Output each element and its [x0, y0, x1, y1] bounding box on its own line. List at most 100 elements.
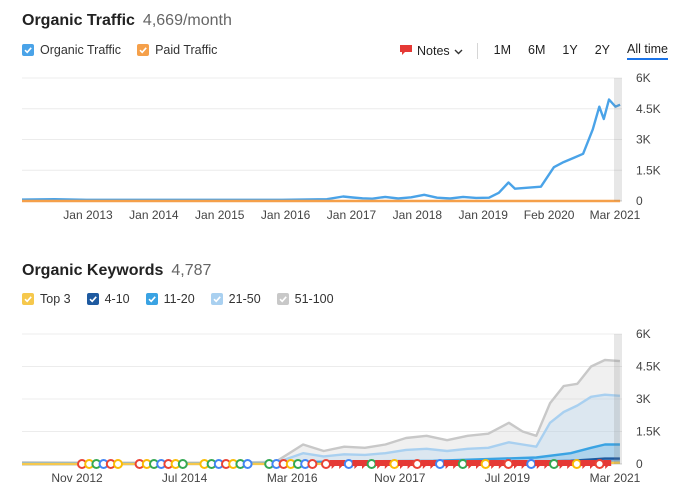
x-tick-label: Jul 2014	[162, 471, 208, 485]
11-20-checkbox[interactable]	[145, 293, 158, 305]
organic-keywords-title: Organic Keywords 4,787	[22, 262, 211, 280]
google-update-marker	[549, 459, 559, 469]
note-marker	[466, 460, 475, 469]
notes-dropdown[interactable]: Notes	[399, 44, 463, 59]
legend-4-10[interactable]: 4-10	[86, 292, 130, 306]
x-tick-label: Jan 2014	[129, 208, 179, 222]
google-update-marker	[457, 459, 468, 469]
legend-organic-traffic[interactable]: Organic Traffic	[22, 43, 121, 57]
note-marker	[534, 460, 543, 469]
y-tick-label: 1.5K	[636, 163, 661, 177]
51-100-checkbox[interactable]	[276, 293, 289, 305]
21-50-checkbox[interactable]	[210, 293, 223, 305]
x-tick-label: Jan 2017	[327, 208, 377, 222]
y-tick-label: 4.5K	[636, 102, 661, 116]
google-update-marker	[113, 459, 123, 469]
x-tick-label: Jan 2016	[261, 208, 311, 222]
current-period-band	[614, 334, 622, 464]
11-20-label: 11-20	[163, 292, 195, 306]
y-tick-label: 0	[636, 457, 643, 471]
y-tick-label: 1.5K	[636, 425, 661, 439]
google-update-marker	[412, 459, 423, 469]
note-marker	[489, 460, 498, 469]
note-marker	[420, 460, 429, 469]
x-tick-label: Mar 2016	[267, 471, 318, 485]
note-marker	[329, 460, 338, 469]
google-update-marker	[526, 459, 537, 469]
note-marker	[443, 460, 452, 469]
google-update-marker	[366, 459, 377, 469]
x-tick-label: Nov 2012	[51, 471, 103, 485]
organic-traffic-title-text: Organic Traffic	[22, 12, 135, 29]
range-2y[interactable]: 2Y	[594, 43, 611, 57]
traffic-legend: Organic Traffic Paid Traffic	[22, 43, 217, 57]
note-marker	[405, 460, 414, 469]
y-tick-label: 3K	[636, 133, 651, 147]
y-tick-label: 4.5K	[636, 360, 661, 374]
google-update-marker	[177, 459, 188, 469]
series-area	[22, 394, 620, 464]
x-tick-label: Feb 2020	[524, 208, 575, 222]
x-tick-label: Jan 2013	[63, 208, 113, 222]
top-3-checkbox[interactable]	[22, 293, 34, 305]
top-3-label: Top 3	[40, 292, 71, 306]
x-tick-label: Nov 2017	[374, 471, 426, 485]
controls-divider	[476, 43, 478, 59]
legend-51-100[interactable]: 51-100	[276, 292, 334, 306]
organic-traffic-metric: 4,669/month	[142, 12, 232, 29]
note-marker	[542, 460, 551, 469]
google-update-marker	[435, 459, 445, 469]
current-period-band	[614, 78, 622, 201]
note-marker	[603, 460, 612, 469]
range-6m[interactable]: 6M	[528, 43, 546, 57]
organic-keywords-title-text: Organic Keywords	[22, 262, 164, 279]
note-marker	[588, 460, 596, 469]
google-update-marker	[503, 459, 514, 469]
series-area	[22, 360, 620, 464]
note-marker	[496, 460, 505, 469]
range-1y[interactable]: 1Y	[562, 43, 578, 57]
organic-traffic-checkbox[interactable]	[22, 44, 34, 56]
notes-icon	[399, 44, 413, 59]
note-marker	[382, 460, 391, 469]
note-marker	[565, 460, 574, 469]
4-10-label: 4-10	[104, 292, 130, 306]
note-marker	[398, 460, 406, 469]
4-10-checkbox[interactable]	[86, 293, 99, 305]
x-tick-label: Mar 2021	[590, 208, 641, 222]
range-1m[interactable]: 1M	[493, 43, 512, 57]
organic-traffic-title: Organic Traffic 4,669/month	[22, 12, 232, 30]
x-tick-label: Jan 2015	[195, 208, 245, 222]
organic-keywords-chart: 6K 4.5K 3K 1.5K 0 Nov 2012 Jul 2014 Mar 2016 Nov…	[21, 327, 661, 485]
legend-paid-traffic[interactable]: Paid Traffic	[137, 43, 217, 57]
keywords-legend: Top 3 4-10 11-20 21-50 51-100	[22, 292, 334, 306]
note-marker	[428, 460, 437, 469]
note-marker	[375, 460, 384, 469]
x-tick-label: Mar 2021	[590, 471, 641, 485]
paid-traffic-checkbox[interactable]	[137, 44, 150, 56]
google-update-marker	[389, 459, 400, 469]
y-tick-label: 0	[636, 194, 643, 208]
note-marker	[557, 460, 566, 469]
paid-traffic-label: Paid Traffic	[155, 43, 218, 57]
note-marker	[360, 460, 368, 469]
x-tick-label: Jan 2019	[459, 208, 509, 222]
google-update-marker	[242, 459, 253, 469]
legend-21-50[interactable]: 21-50	[210, 292, 261, 306]
google-update-marker	[321, 459, 331, 469]
organic-keywords-metric: 4,787	[171, 262, 212, 279]
organic-traffic-label: Organic Traffic	[40, 43, 122, 57]
note-marker	[519, 460, 528, 469]
y-tick-label: 6K	[636, 327, 651, 341]
legend-11-20[interactable]: 11-20	[145, 292, 195, 306]
note-marker	[512, 460, 520, 469]
legend-top-3[interactable]: Top 3	[22, 292, 71, 306]
google-update-marker	[571, 459, 582, 469]
note-marker	[352, 460, 361, 469]
google-update-marker	[594, 459, 605, 469]
google-update-marker	[307, 459, 318, 469]
chevron-down-icon	[454, 44, 463, 58]
51-100-label: 51-100	[294, 292, 334, 306]
series-line	[21, 98, 621, 201]
range-all-time[interactable]: All time	[627, 42, 668, 60]
